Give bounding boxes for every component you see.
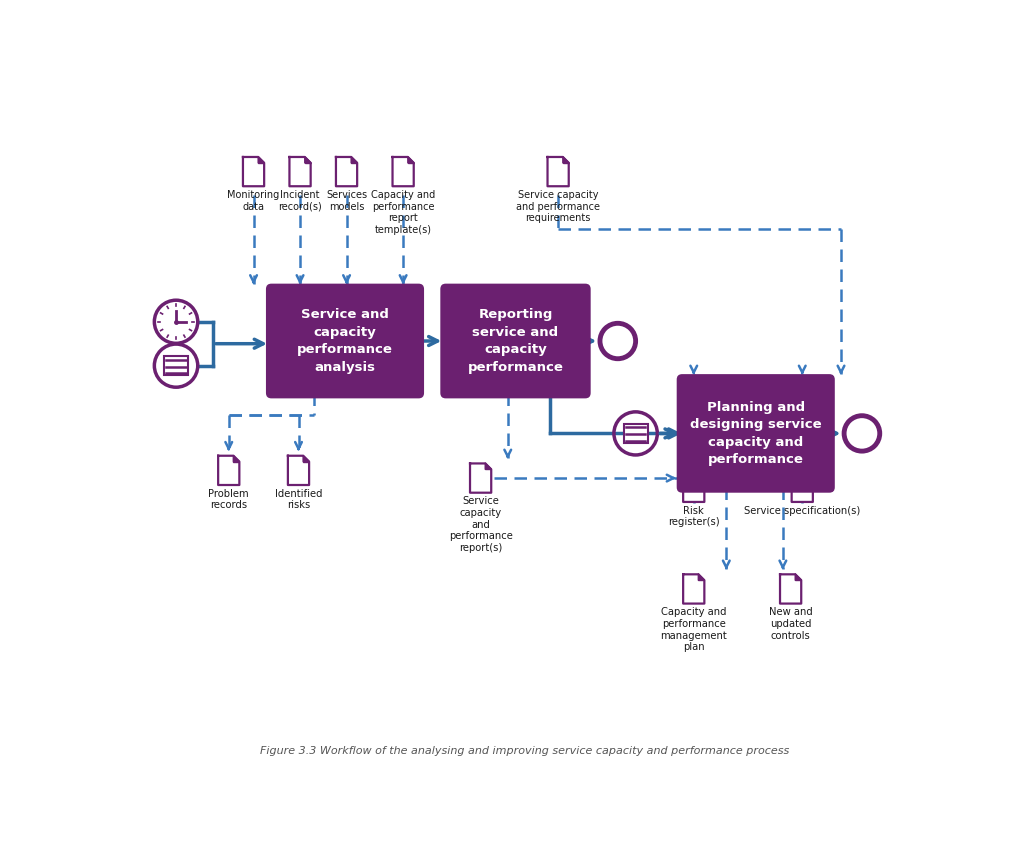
Text: New and
updated
controls: New and updated controls bbox=[769, 607, 812, 641]
FancyBboxPatch shape bbox=[440, 283, 591, 399]
Polygon shape bbox=[683, 472, 705, 502]
Text: Planning and
designing service
capacity and
performance: Planning and designing service capacity … bbox=[690, 400, 821, 466]
Text: Problem
records: Problem records bbox=[209, 489, 249, 510]
Text: Incident
record(s): Incident record(s) bbox=[279, 190, 322, 211]
Text: Capacity and
performance
report
template(s): Capacity and performance report template… bbox=[371, 190, 435, 235]
Polygon shape bbox=[796, 575, 801, 580]
Polygon shape bbox=[780, 575, 801, 604]
Polygon shape bbox=[351, 157, 357, 163]
Text: Services
models: Services models bbox=[326, 190, 368, 211]
Polygon shape bbox=[485, 464, 492, 469]
Polygon shape bbox=[792, 472, 813, 502]
FancyBboxPatch shape bbox=[624, 424, 647, 442]
Polygon shape bbox=[563, 157, 568, 163]
Polygon shape bbox=[392, 157, 414, 186]
Text: Risk
register(s): Risk register(s) bbox=[668, 506, 720, 527]
Polygon shape bbox=[683, 575, 705, 604]
Polygon shape bbox=[698, 575, 705, 580]
Text: Monitoring
data: Monitoring data bbox=[227, 190, 280, 211]
Polygon shape bbox=[548, 157, 568, 186]
Polygon shape bbox=[305, 157, 310, 163]
Polygon shape bbox=[336, 157, 357, 186]
Polygon shape bbox=[233, 456, 240, 461]
Polygon shape bbox=[218, 456, 240, 485]
Polygon shape bbox=[470, 464, 492, 493]
Text: Reporting
service and
capacity
performance: Reporting service and capacity performan… bbox=[468, 308, 563, 374]
Polygon shape bbox=[408, 157, 414, 163]
FancyBboxPatch shape bbox=[164, 356, 188, 375]
Text: Capacity and
performance
management
plan: Capacity and performance management plan bbox=[660, 607, 727, 652]
FancyBboxPatch shape bbox=[677, 375, 835, 493]
Text: Figure 3.3 Workflow of the analysing and improving service capacity and performa: Figure 3.3 Workflow of the analysing and… bbox=[260, 746, 790, 756]
Polygon shape bbox=[288, 456, 309, 485]
Text: Service capacity
and performance
requirements: Service capacity and performance require… bbox=[516, 190, 600, 223]
Polygon shape bbox=[303, 456, 309, 461]
Polygon shape bbox=[698, 472, 705, 478]
Polygon shape bbox=[243, 157, 264, 186]
Text: Service
capacity
and
performance
report(s): Service capacity and performance report(… bbox=[449, 497, 513, 553]
FancyBboxPatch shape bbox=[266, 283, 424, 399]
Text: Service and
capacity
performance
analysis: Service and capacity performance analysi… bbox=[297, 308, 393, 374]
Polygon shape bbox=[807, 472, 813, 478]
Text: Service specification(s): Service specification(s) bbox=[744, 506, 860, 515]
Polygon shape bbox=[258, 157, 264, 163]
Polygon shape bbox=[290, 157, 310, 186]
Text: Identified
risks: Identified risks bbox=[274, 489, 323, 510]
